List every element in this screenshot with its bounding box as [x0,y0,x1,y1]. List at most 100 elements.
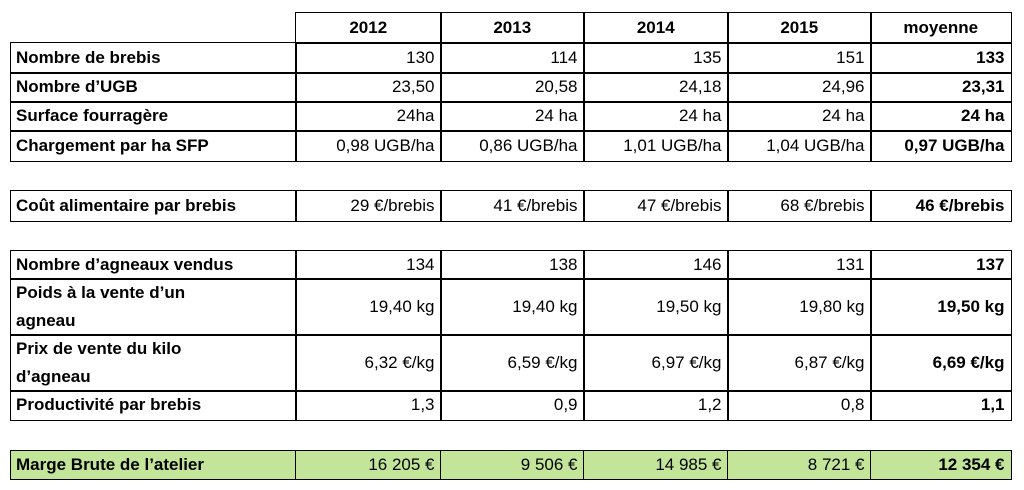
column-header-text: 2015 [780,17,819,37]
cell-value-text: 9 506 € [520,454,578,474]
cell-value: 23,31 [870,72,1012,103]
column-header-text: 2014 [636,17,675,37]
cell-value: 16 205 € [295,450,442,480]
cell-value: 1,04 UGB/ha [727,130,872,162]
cell-value: 9 506 € [440,450,585,480]
cell-value-text: 131 [836,254,865,274]
cell-value: 24,18 [583,72,729,103]
cell-value: 24ha [295,101,442,132]
column-header-text: moyenne [903,17,979,37]
cell-value: 24 ha [583,101,729,132]
cell-value: 19,40 kg [440,278,585,336]
cell-value: 68 €/brebis [727,190,872,222]
cell-value: 114 [440,42,585,74]
cell-value: 134 [295,250,442,280]
cell-value-text: 134 [406,254,435,274]
row-label: Surface fourragère [10,101,297,132]
cell-value: 24,96 [727,72,872,103]
cell-value: 131 [727,250,872,280]
cell-value: 151 [727,42,872,74]
cell-value-text: 47 €/brebis [637,195,722,215]
row-label-text: Marge Brute de l’atelier [16,454,205,474]
cell-value: 1,3 [295,390,442,421]
cell-value-text: 24 ha [821,106,865,126]
cell-value: 19,50 kg [583,278,729,336]
cell-value-text: 68 €/brebis [780,195,865,215]
row-label-text: Prix de vente du kilo d’agneau [16,338,182,386]
row-label-text: Nombre de brebis [16,47,161,67]
cell-value-text: 1,1 [980,395,1005,415]
row-label: Coût alimentaire par brebis [10,190,297,222]
row-label-text: Productivité par brebis [16,395,202,415]
cell-value-text: 23,31 [961,77,1005,97]
cell-value-text: 138 [549,254,578,274]
column-header: moyenne [870,12,1012,44]
row-label: Nombre de brebis [10,42,297,74]
cell-value-text: 6,97 €/kg [651,352,722,372]
cell-value: 6,69 €/kg [870,334,1012,392]
cell-value: 24 ha [440,101,585,132]
cell-value: 133 [870,42,1012,74]
cell-value-text: 151 [836,47,865,67]
cell-value: 0,86 UGB/ha [440,130,585,162]
cell-value: 1,2 [583,390,729,421]
cell-value-text: 6,87 €/kg [794,352,865,372]
cell-value: 0,9 [440,390,585,421]
row-label: Prix de vente du kilo d’agneau [10,334,297,392]
cell-value-text: 135 [693,47,722,67]
cell-value: 12 354 € [870,450,1012,480]
row-label: Poids à la vente d’un agneau [10,278,297,336]
cell-value-text: 1,01 UGB/ha [623,135,722,155]
cell-value: 23,50 [295,72,442,103]
column-header: 2015 [727,12,872,44]
cell-value: 0,97 UGB/ha [870,130,1012,162]
cell-value-text: 1,2 [697,395,722,415]
cell-value-text: 23,50 [391,77,435,97]
cell-value: 6,59 €/kg [440,334,585,392]
cell-value: 24 ha [727,101,872,132]
cell-value: 130 [295,42,442,74]
row-label-text: Coût alimentaire par brebis [16,195,237,215]
column-header: 2012 [295,12,442,44]
cell-value: 6,97 €/kg [583,334,729,392]
column-header: 2014 [583,12,729,44]
cell-value-text: 20,58 [534,77,578,97]
cell-value-text: 19,40 kg [512,296,578,316]
cell-value: 46 €/brebis [870,190,1012,222]
row-label-text: Chargement par ha SFP [16,135,209,155]
cell-value-text: 0,97 UGB/ha [904,135,1005,155]
cell-value-text: 24,18 [678,77,722,97]
cell-value-text: 137 [976,254,1005,274]
row-label-text: Poids à la vente d’un agneau [16,282,186,330]
cell-value-text: 24 ha [534,106,578,126]
cell-value-text: 16 205 € [368,454,435,474]
cell-value: 6,32 €/kg [295,334,442,392]
cell-value-text: 6,32 €/kg [364,352,435,372]
cell-value-text: 19,50 kg [656,296,722,316]
cell-value-text: 133 [976,47,1005,67]
cell-value-text: 130 [406,47,435,67]
cell-value-text: 24 ha [961,106,1005,126]
column-header-text: 2013 [493,17,532,37]
cell-value: 1,1 [870,390,1012,421]
cell-value-text: 0,98 UGB/ha [336,135,435,155]
row-label-text: Nombre d’UGB [16,77,138,97]
cell-value-text: 0,9 [553,395,578,415]
row-label: Nombre d’agneaux vendus [10,250,297,280]
row-label: Nombre d’UGB [10,72,297,103]
column-header-text: 2012 [349,17,388,37]
cell-value: 20,58 [440,72,585,103]
cell-value: 24 ha [870,101,1012,132]
cell-value-text: 14 985 € [655,454,722,474]
cell-value-text: 114 [550,47,578,67]
cell-value: 41 €/brebis [440,190,585,222]
row-label: Marge Brute de l’atelier [10,450,297,480]
cell-value: 0,98 UGB/ha [295,130,442,162]
cell-value-text: 24ha [396,106,435,126]
cell-value: 47 €/brebis [583,190,729,222]
cell-value-text: 1,04 UGB/ha [766,135,865,155]
cell-value-text: 8 721 € [807,454,865,474]
cell-value: 0,8 [727,390,872,421]
cell-value: 135 [583,42,729,74]
